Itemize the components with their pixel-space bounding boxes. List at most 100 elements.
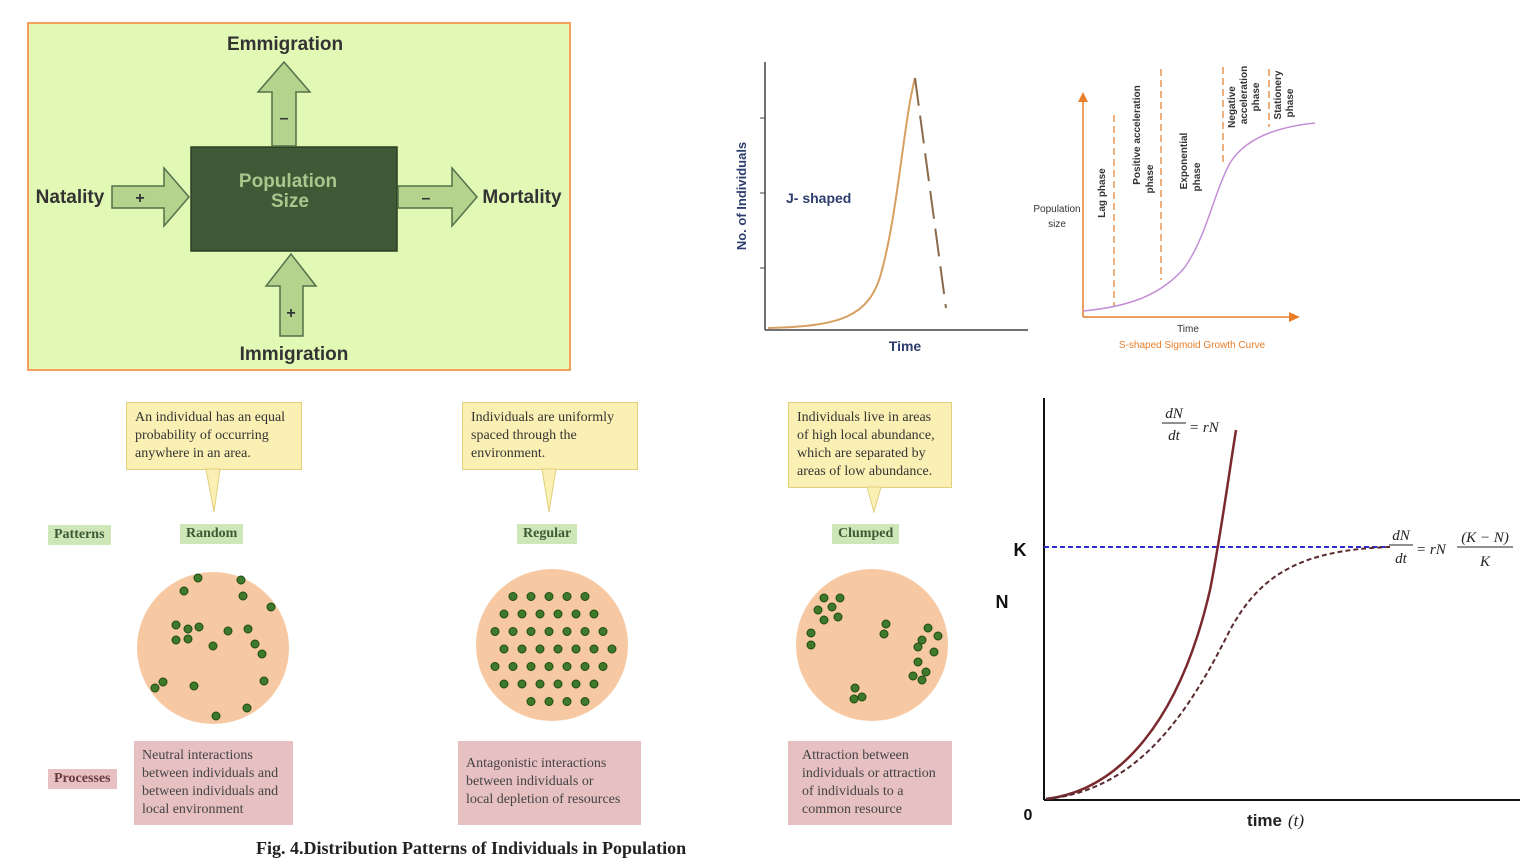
log-eq-mid: = rN: [1416, 542, 1447, 558]
regular-dot: [571, 679, 581, 689]
regular-dot: [499, 609, 509, 619]
phase-label-negative-3: phase: [1251, 82, 1262, 111]
mortality-sign: –: [422, 190, 431, 207]
sigmoid-curve: [1082, 122, 1316, 312]
s-shaped-chart: Lag phase Positive acceleration phase Ex…: [1033, 66, 1316, 351]
clumped-dot: [929, 647, 939, 657]
process-line: Antagonistic interactions: [466, 756, 607, 771]
regular-label: Regular: [517, 524, 578, 544]
exponential-curve: [1045, 429, 1238, 801]
callout-line: of high local abundance,: [797, 428, 935, 443]
phase-label-negative: Negative: [1227, 86, 1238, 128]
clumped-dot: [819, 615, 829, 625]
regular-dot: [553, 609, 563, 619]
clumped-dot: [913, 657, 923, 667]
process-line: Neutral interactions: [142, 748, 253, 763]
random-dot: [238, 591, 248, 601]
process-line: individuals or attraction: [802, 766, 936, 781]
regular-dot: [553, 679, 563, 689]
random-dot: [259, 676, 269, 686]
callout-pointer: [541, 468, 557, 513]
s-y-label: Population: [1033, 204, 1080, 215]
regular-dot: [598, 627, 608, 636]
clumped-dot: [917, 635, 927, 645]
random-dot: [158, 677, 168, 687]
callout-line: areas of low abundance.: [797, 464, 933, 479]
s-y-label-2: size: [1048, 219, 1066, 230]
regular-dot: [580, 662, 590, 671]
random-dot: [257, 649, 267, 659]
clumped-dot: [806, 640, 816, 650]
regular-dot: [535, 644, 545, 654]
clumped-dot: [835, 593, 845, 603]
j-curve-label: J- shaped: [786, 190, 851, 206]
j-shaped-chart: J- shaped Time No. of Individuals: [734, 62, 1028, 354]
random-dot: [171, 620, 181, 630]
regular-dot: [490, 627, 500, 636]
random-dot: [179, 586, 189, 596]
callout-pointers: [205, 468, 882, 514]
callout-pointer: [205, 468, 221, 513]
s-y-arrowhead: [1078, 92, 1088, 102]
n-label: N: [996, 592, 1009, 612]
regular-dot: [571, 609, 581, 619]
random-dot: [150, 683, 160, 693]
callout-pointer: [866, 486, 882, 514]
log-eq-numerator: dN: [1392, 528, 1411, 544]
processes-label: Processes: [48, 769, 117, 789]
clumped-dot: [833, 612, 843, 622]
regular-dot: [607, 644, 617, 654]
regular-dot: [571, 644, 581, 654]
callout-line: spaced through the: [471, 428, 577, 443]
clumped-dot: [806, 628, 816, 638]
regular-dot: [517, 644, 527, 654]
regular-dot: [562, 662, 572, 671]
regular-dot: [580, 697, 590, 706]
j-crash-line: [914, 77, 947, 309]
regular-dot: [508, 662, 518, 671]
clumped-circle: [796, 569, 948, 721]
process-line: local environment: [142, 802, 244, 817]
regular-dot: [544, 662, 554, 671]
s-x-label: Time: [1177, 324, 1199, 335]
regular-dot: [589, 609, 599, 619]
s-x-arrowhead: [1289, 312, 1300, 322]
population-size-label-2: Size: [271, 191, 309, 212]
s-chart-caption: S-shaped Sigmoid Growth Curve: [1119, 340, 1266, 351]
random-dot: [243, 624, 253, 634]
regular-dot: [535, 609, 545, 619]
regular-dot: [598, 662, 608, 671]
random-dot: [208, 641, 218, 651]
origin-label: 0: [1024, 807, 1033, 824]
callout-line: probability of occurring: [135, 428, 269, 443]
regular-dot: [517, 609, 527, 619]
process-line: of individuals to a: [802, 784, 904, 799]
regular-callout: Individuals are uniformly spaced through…: [462, 402, 638, 470]
random-dot: [189, 681, 199, 691]
random-dot: [211, 711, 221, 721]
k-label: K: [1014, 540, 1027, 560]
emmigration-sign: –: [280, 110, 289, 127]
random-label: Random: [180, 524, 244, 544]
phase-label-exponential-2: phase: [1192, 162, 1203, 191]
callout-line: environment.: [471, 446, 546, 461]
clumped-dot: [921, 667, 931, 677]
regular-dot: [526, 592, 536, 601]
exp-eq-rhs: = rN: [1189, 420, 1220, 436]
callout-line: Individuals are uniformly: [471, 410, 615, 425]
clumped-dot: [917, 675, 927, 685]
clumped-dot: [857, 692, 867, 702]
random-dot: [242, 703, 252, 713]
log-eq-frac-numerator: (K − N): [1461, 530, 1509, 546]
time-axis-label: time: [1247, 811, 1282, 830]
immigration-label: Immigration: [240, 344, 349, 365]
clumped-dot: [850, 683, 860, 693]
phase-label-negative-2: acceleration: [1239, 66, 1250, 124]
clumped-dot: [933, 631, 943, 641]
regular-dot: [499, 679, 509, 689]
immigration-arrow: [264, 252, 318, 337]
exp-eq-numerator: dN: [1165, 406, 1184, 422]
regular-dot: [535, 679, 545, 689]
regular-dot: [544, 592, 554, 601]
regular-dot: [589, 679, 599, 689]
